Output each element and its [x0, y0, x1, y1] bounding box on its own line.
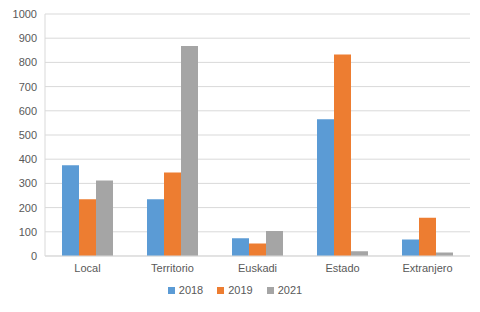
svg-text:Local: Local [74, 262, 100, 274]
svg-text:Extranjero: Extranjero [402, 262, 452, 274]
svg-text:400: 400 [19, 153, 37, 165]
svg-text:Euskadi: Euskadi [238, 262, 277, 274]
svg-text:500: 500 [19, 129, 37, 141]
svg-text:300: 300 [19, 177, 37, 189]
svg-text:600: 600 [19, 105, 37, 117]
svg-text:800: 800 [19, 56, 37, 68]
svg-text:Territorio: Territorio [151, 262, 194, 274]
svg-text:700: 700 [19, 81, 37, 93]
html-text:2018: 2018 [178, 284, 204, 296]
html-text:2019: 2019 [228, 284, 253, 296]
svg-text:1000: 1000 [13, 8, 37, 20]
svg-text:900: 900 [19, 32, 37, 44]
html-text:2021: 2021 [277, 284, 303, 296]
svg-text:Estado: Estado [325, 262, 359, 274]
svg-text:0: 0 [31, 250, 37, 262]
svg-text:100: 100 [19, 226, 37, 238]
svg-text:200: 200 [19, 202, 37, 214]
